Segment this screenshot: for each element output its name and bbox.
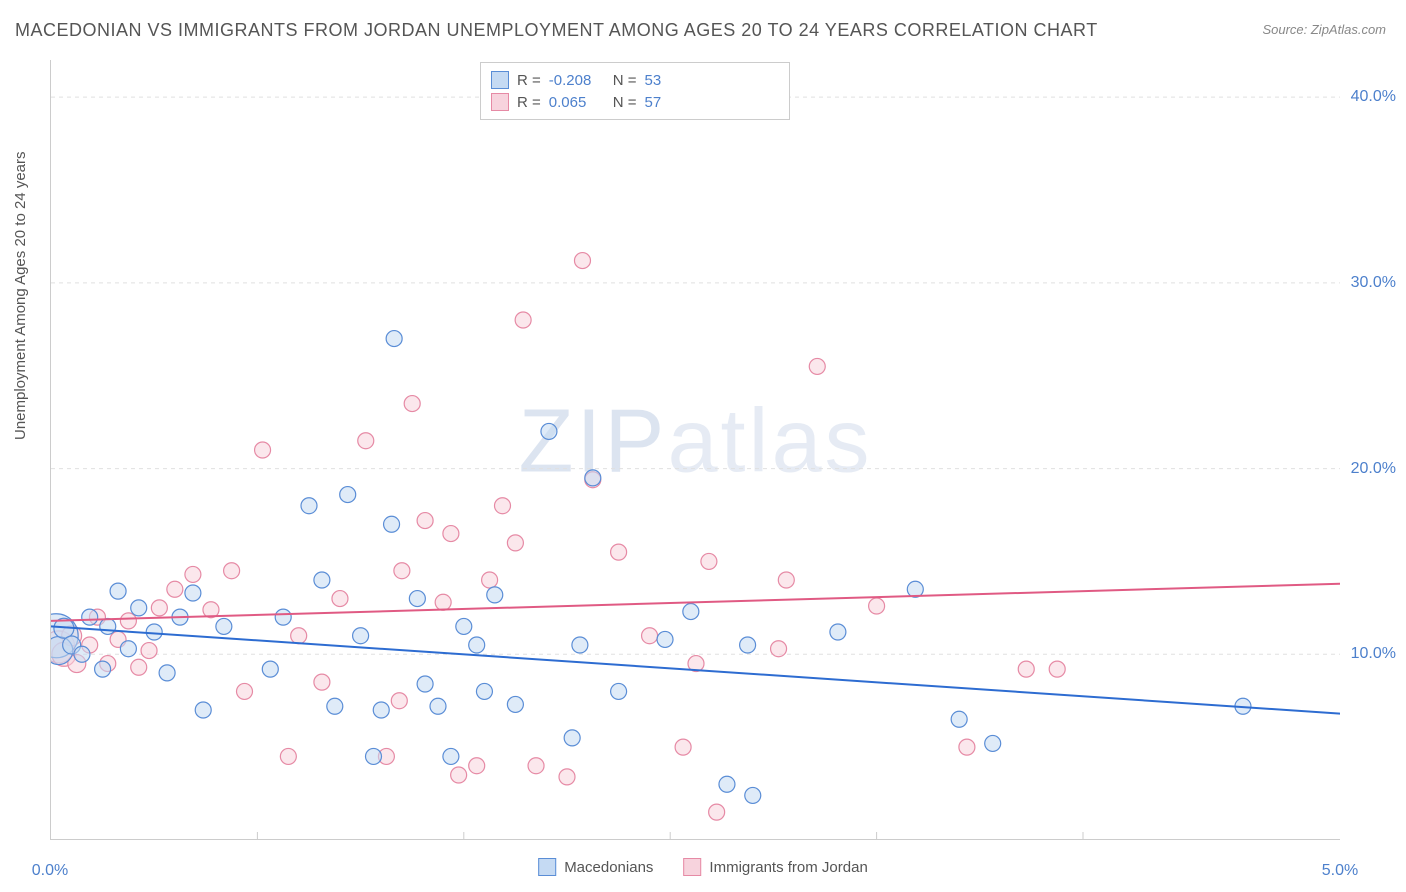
scatter-chart-svg bbox=[51, 60, 1340, 839]
y-tick-label: 20.0% bbox=[1351, 460, 1396, 478]
source-attribution: Source: ZipAtlas.com bbox=[1262, 22, 1386, 37]
y-tick-label: 40.0% bbox=[1351, 88, 1396, 106]
stat-r-value: 0.065 bbox=[549, 94, 605, 111]
stat-n-label: N = bbox=[613, 72, 637, 89]
stat-n-label: N = bbox=[613, 94, 637, 111]
stat-r-label: R = bbox=[517, 94, 541, 111]
legend-item: Macedonians bbox=[538, 858, 653, 876]
series-swatch-icon bbox=[491, 93, 509, 111]
chart-title: MACEDONIAN VS IMMIGRANTS FROM JORDAN UNE… bbox=[15, 20, 1098, 41]
legend-label: Immigrants from Jordan bbox=[709, 859, 867, 876]
legend-item: Immigrants from Jordan bbox=[683, 858, 867, 876]
plot-area: ZIPatlas bbox=[50, 60, 1340, 840]
correlation-stats-box: R = -0.208 N = 53 R = 0.065 N = 57 bbox=[480, 62, 790, 120]
stats-row: R = -0.208 N = 53 bbox=[491, 69, 779, 91]
y-axis-label: Unemployment Among Ages 20 to 24 years bbox=[12, 151, 29, 440]
stat-n-value: 57 bbox=[645, 94, 662, 111]
y-tick-label: 30.0% bbox=[1351, 274, 1396, 292]
legend-label: Macedonians bbox=[564, 859, 653, 876]
stat-n-value: 53 bbox=[645, 72, 662, 89]
series-swatch-icon bbox=[491, 71, 509, 89]
x-tick-label: 0.0% bbox=[32, 862, 68, 880]
chart-legend: Macedonians Immigrants from Jordan bbox=[538, 858, 868, 876]
stats-row: R = 0.065 N = 57 bbox=[491, 91, 779, 113]
stat-r-label: R = bbox=[517, 72, 541, 89]
x-tick-label: 5.0% bbox=[1322, 862, 1358, 880]
series-swatch-icon bbox=[683, 858, 701, 876]
y-tick-label: 10.0% bbox=[1351, 645, 1396, 663]
stat-r-value: -0.208 bbox=[549, 72, 605, 89]
series-swatch-icon bbox=[538, 858, 556, 876]
